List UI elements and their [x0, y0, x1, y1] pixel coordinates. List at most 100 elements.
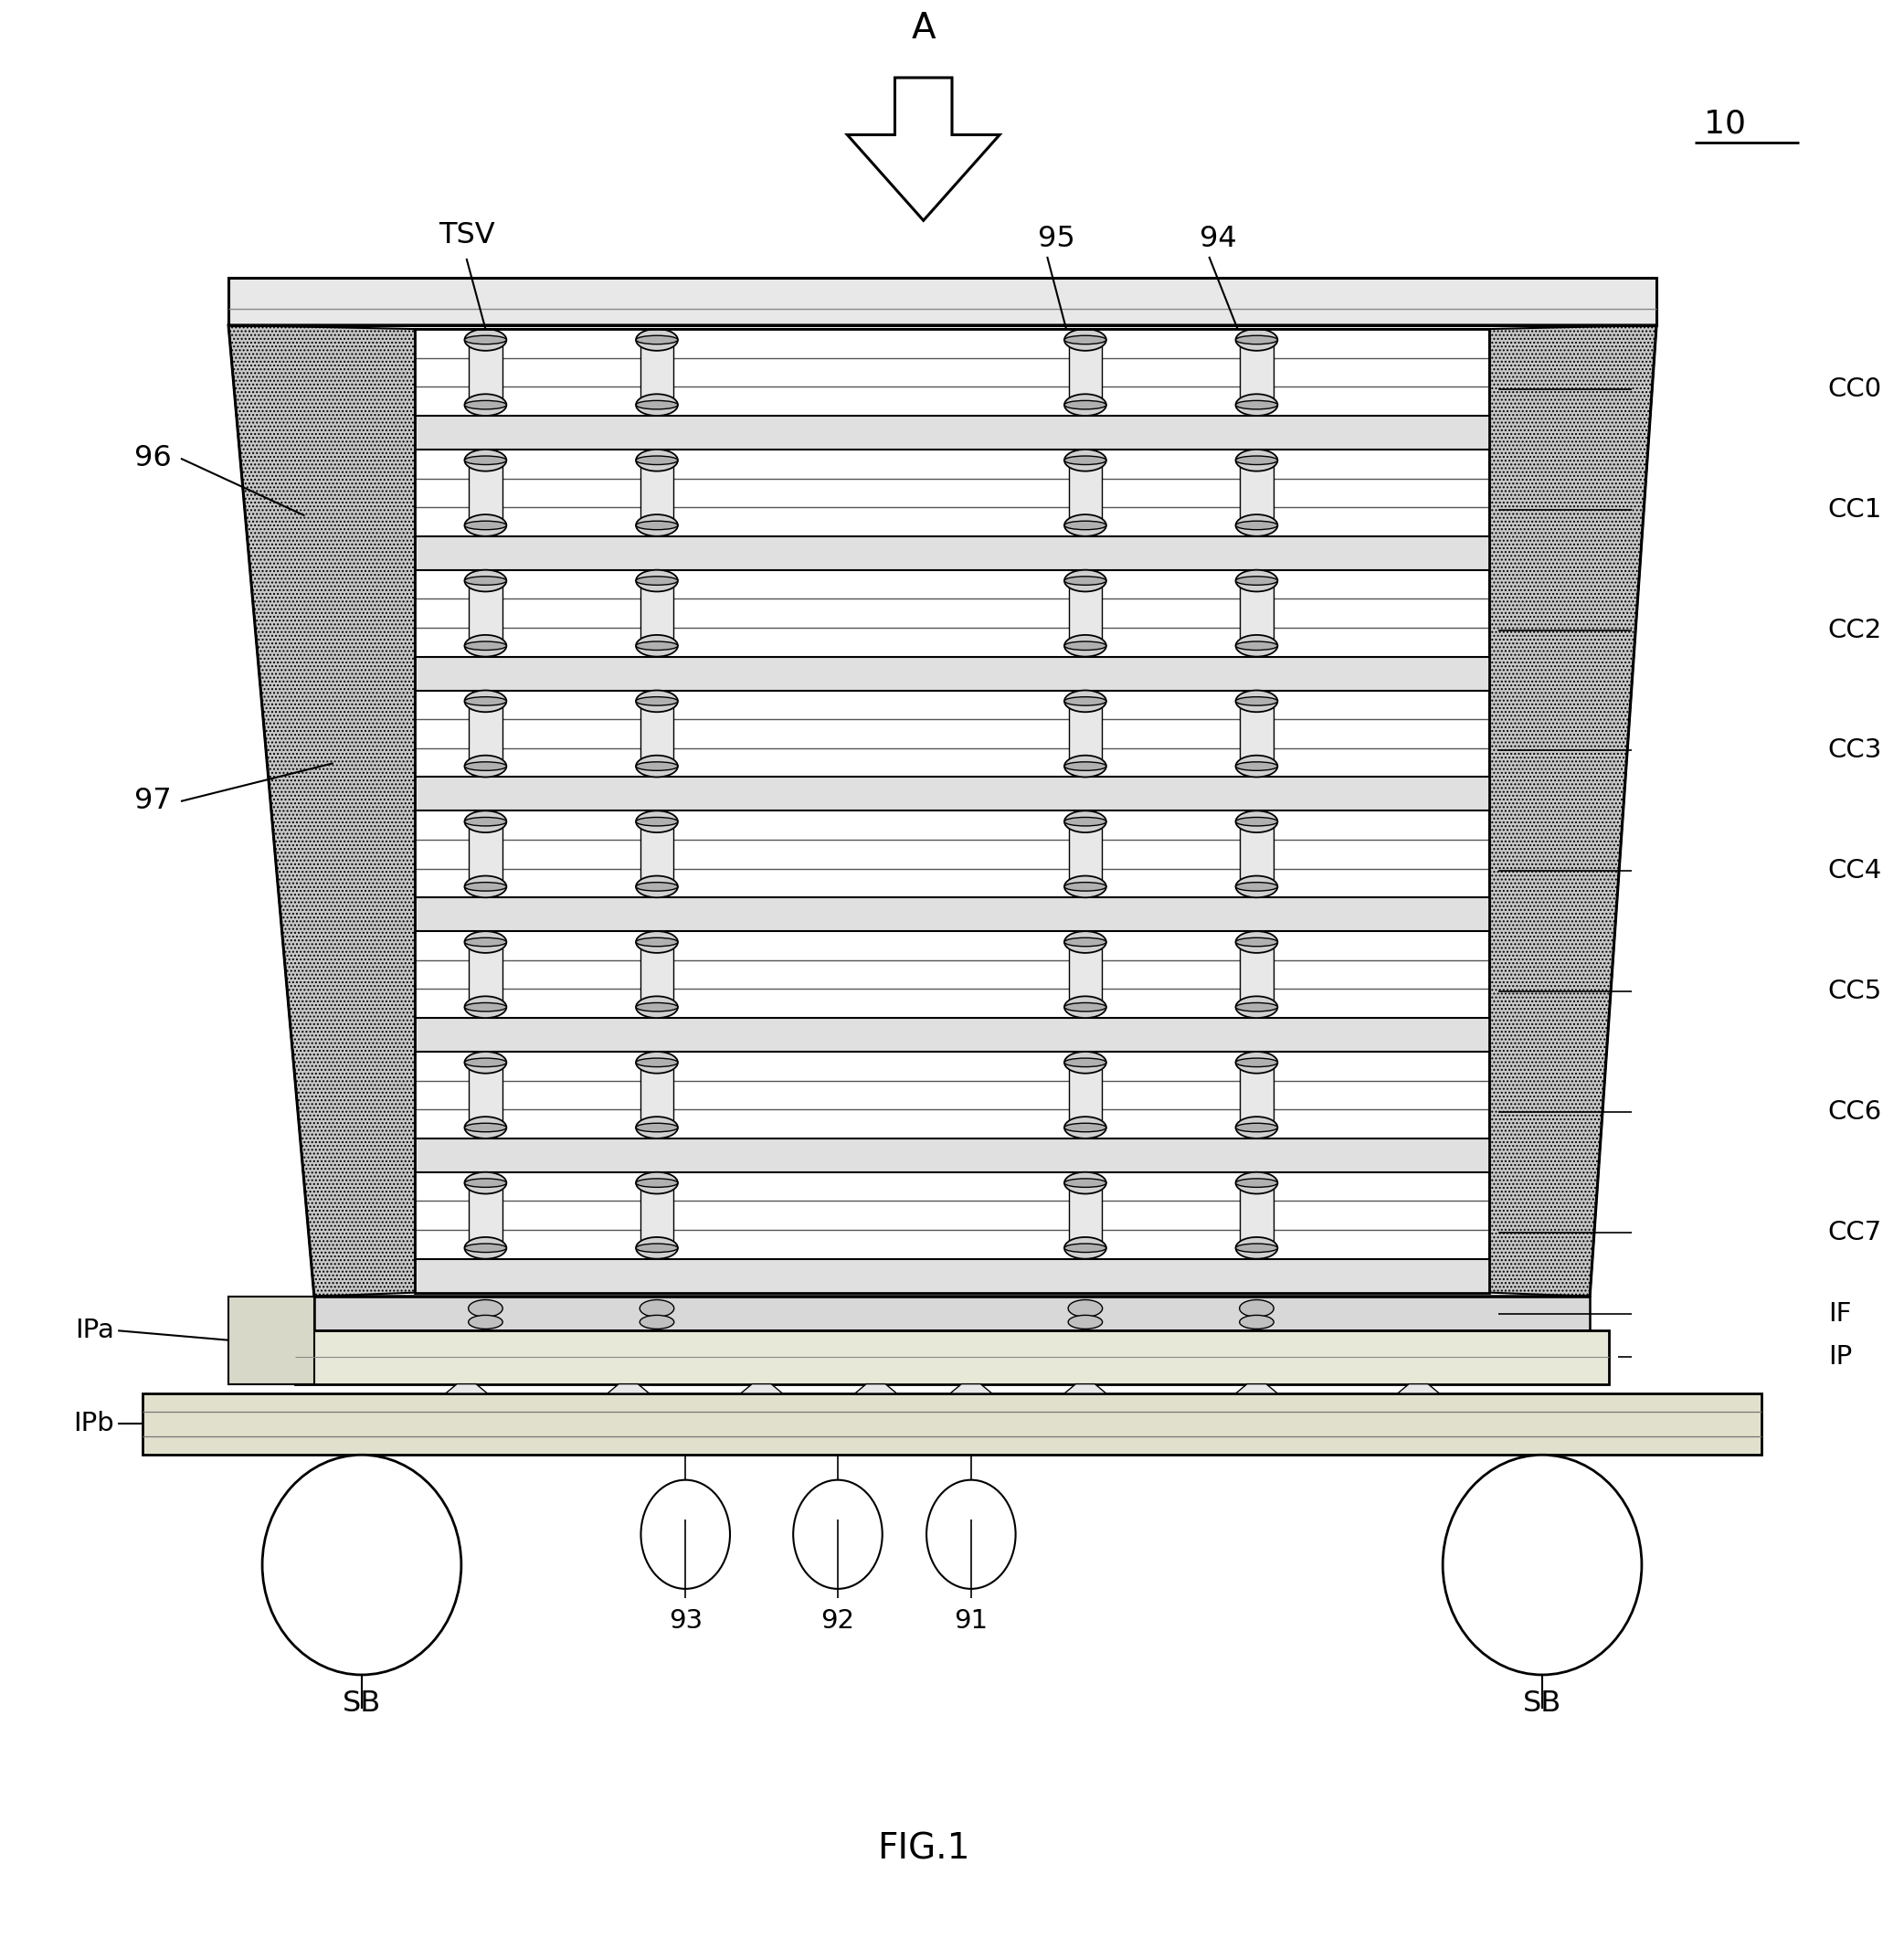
Ellipse shape — [1236, 1244, 1278, 1252]
Bar — [640, 942, 674, 1008]
Ellipse shape — [1064, 882, 1106, 891]
Ellipse shape — [1064, 996, 1106, 1017]
Bar — [415, 329, 1489, 1293]
Bar — [468, 339, 503, 405]
Text: SB: SB — [343, 1690, 381, 1717]
Text: TSV: TSV — [438, 221, 495, 250]
Ellipse shape — [636, 636, 678, 657]
Ellipse shape — [1236, 514, 1278, 537]
Ellipse shape — [1236, 521, 1278, 529]
Ellipse shape — [465, 636, 506, 657]
Ellipse shape — [1064, 1124, 1106, 1132]
Ellipse shape — [636, 393, 678, 417]
Ellipse shape — [465, 576, 506, 585]
Ellipse shape — [636, 570, 678, 591]
Ellipse shape — [465, 810, 506, 833]
Ellipse shape — [636, 514, 678, 537]
Ellipse shape — [465, 996, 506, 1017]
Ellipse shape — [1064, 938, 1106, 946]
Ellipse shape — [1236, 401, 1278, 409]
Bar — [468, 942, 503, 1008]
Ellipse shape — [636, 1052, 678, 1074]
Bar — [468, 1062, 503, 1128]
Ellipse shape — [1236, 762, 1278, 771]
Ellipse shape — [1236, 756, 1278, 777]
Ellipse shape — [465, 1236, 506, 1260]
Ellipse shape — [636, 756, 678, 777]
Ellipse shape — [465, 1058, 506, 1066]
Ellipse shape — [636, 1178, 678, 1188]
Bar — [640, 822, 674, 888]
Ellipse shape — [1064, 932, 1106, 953]
Ellipse shape — [1068, 1300, 1102, 1318]
Ellipse shape — [1064, 636, 1106, 657]
Ellipse shape — [1064, 393, 1106, 417]
Ellipse shape — [1236, 690, 1278, 711]
Ellipse shape — [465, 514, 506, 537]
Ellipse shape — [1064, 1178, 1106, 1188]
Ellipse shape — [1240, 1316, 1274, 1329]
Bar — [143, 1393, 1761, 1454]
Ellipse shape — [1064, 876, 1106, 897]
Ellipse shape — [465, 450, 506, 471]
Ellipse shape — [636, 698, 678, 705]
Bar — [415, 690, 1489, 777]
Ellipse shape — [636, 882, 678, 891]
Ellipse shape — [465, 698, 506, 705]
Ellipse shape — [1236, 335, 1278, 345]
Ellipse shape — [1236, 455, 1278, 465]
Text: 95: 95 — [1038, 225, 1076, 252]
Bar — [468, 822, 503, 888]
Ellipse shape — [794, 1481, 882, 1589]
Polygon shape — [855, 1384, 897, 1393]
Ellipse shape — [468, 1300, 503, 1318]
Ellipse shape — [1064, 1244, 1106, 1252]
Ellipse shape — [636, 1124, 678, 1132]
Ellipse shape — [1236, 329, 1278, 351]
Bar — [314, 1297, 1590, 1331]
Ellipse shape — [465, 762, 506, 771]
Ellipse shape — [1240, 1300, 1274, 1318]
Bar — [1068, 702, 1102, 766]
Bar — [415, 657, 1489, 690]
Ellipse shape — [1064, 756, 1106, 777]
Text: A: A — [912, 10, 935, 45]
Ellipse shape — [636, 1172, 678, 1194]
Ellipse shape — [1064, 1052, 1106, 1074]
Ellipse shape — [1236, 882, 1278, 891]
Ellipse shape — [465, 876, 506, 897]
Ellipse shape — [1064, 810, 1106, 833]
Ellipse shape — [1064, 1172, 1106, 1194]
Ellipse shape — [468, 1316, 503, 1329]
Ellipse shape — [1068, 1316, 1102, 1329]
Ellipse shape — [1236, 932, 1278, 953]
Ellipse shape — [636, 818, 678, 826]
Ellipse shape — [465, 756, 506, 777]
Bar — [468, 581, 503, 645]
Text: CC6: CC6 — [1828, 1099, 1881, 1124]
Ellipse shape — [642, 1481, 729, 1589]
Bar — [1068, 461, 1102, 525]
Ellipse shape — [1236, 393, 1278, 417]
Ellipse shape — [636, 329, 678, 351]
Bar — [415, 417, 1489, 450]
Polygon shape — [741, 1384, 783, 1393]
Text: 92: 92 — [821, 1609, 855, 1634]
Ellipse shape — [1236, 938, 1278, 946]
Ellipse shape — [465, 393, 506, 417]
Ellipse shape — [1236, 576, 1278, 585]
Text: SB: SB — [1523, 1690, 1561, 1717]
Ellipse shape — [465, 455, 506, 465]
Bar — [415, 537, 1489, 570]
Bar — [415, 329, 1489, 1293]
Bar — [1240, 702, 1274, 766]
Ellipse shape — [1236, 1178, 1278, 1188]
Bar — [1240, 461, 1274, 525]
Bar — [415, 932, 1489, 1017]
Ellipse shape — [465, 818, 506, 826]
Ellipse shape — [636, 1058, 678, 1066]
Bar — [415, 450, 1489, 537]
Ellipse shape — [1064, 818, 1106, 826]
Ellipse shape — [465, 641, 506, 649]
Ellipse shape — [636, 576, 678, 585]
